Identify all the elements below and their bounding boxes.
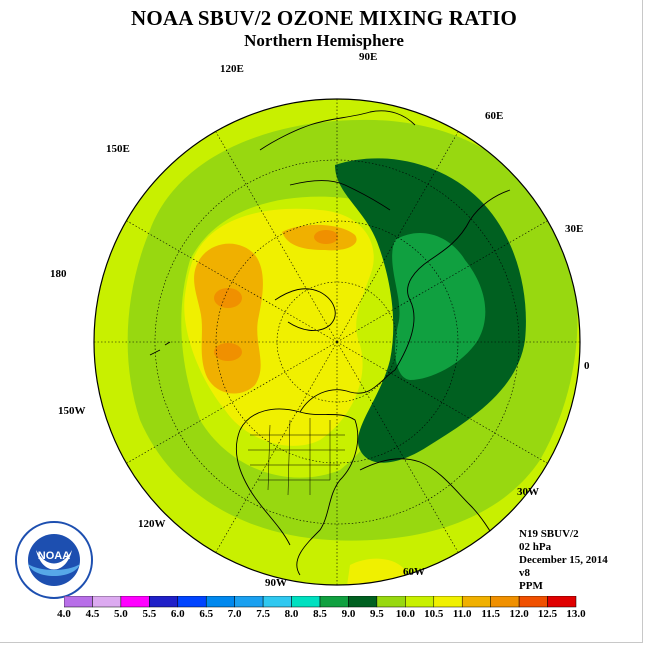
colorbar-tick-label: 9.5 [370, 608, 384, 620]
colorbar-swatch [319, 596, 349, 608]
lon-label-30e: 30E [565, 223, 584, 235]
lon-label-0: 0 [584, 360, 590, 372]
noaa-logo: NOAA [15, 521, 93, 599]
lon-label-180: 180 [50, 268, 67, 280]
colorbar-tick-label: 10.5 [424, 608, 444, 620]
map-border [93, 98, 581, 586]
lon-label-90e: 90E [359, 51, 378, 63]
colorbar-swatch [177, 596, 207, 608]
colorbar-tick-label: 10.0 [395, 608, 415, 620]
colorbar-swatch [64, 596, 93, 608]
colorbar-swatch [291, 596, 321, 608]
colorbar-tick-label: 7.5 [256, 608, 270, 620]
colorbar-tick-label: 13.0 [566, 608, 586, 620]
lon-label-120e: 120E [220, 63, 244, 75]
ozone-band-11-5 [214, 288, 242, 308]
lon-label-60e: 60E [485, 110, 504, 122]
page-title: NOAA SBUV/2 OZONE MIXING RATIO [131, 6, 517, 30]
colorbar-tick-label: 7.0 [227, 608, 242, 620]
colorbar-swatch [490, 596, 520, 608]
page-subtitle: Northern Hemisphere [244, 31, 404, 50]
coastlines [149, 110, 511, 576]
colorbar-swatch [262, 596, 292, 608]
colorbar-swatch [205, 596, 235, 608]
lon-label-120w: 120W [138, 518, 166, 530]
colorbar-swatch [405, 596, 435, 608]
colorbar-swatch [120, 596, 150, 608]
colorbar-tick-label: 8.0 [284, 608, 299, 620]
colorbar-swatch [433, 596, 463, 608]
colorbar-tick-label: 12.0 [509, 608, 529, 620]
lon-label-90w: 90W [265, 577, 287, 589]
lon-label-30w: 30W [517, 486, 539, 498]
colorbar-tick-label: 6.0 [170, 608, 185, 620]
colorbar-tick-label: 11.5 [481, 608, 500, 620]
colorbar-swatch [234, 596, 264, 608]
colorbar-tick-label: 9.0 [341, 608, 356, 620]
lon-label-150e: 150E [106, 143, 130, 155]
ozone-band-10-5-left [104, 186, 124, 214]
state-borders [248, 418, 345, 496]
ozone-band-11-0 [194, 243, 263, 394]
colorbar-swatch [547, 596, 577, 608]
colorbar-tick-label: 5.0 [114, 608, 128, 620]
colorbar-swatch [149, 596, 179, 608]
lon-label-60w: 60W [403, 566, 425, 578]
units: PPM [519, 580, 543, 592]
version: v8 [519, 567, 530, 579]
colorbar-tick-label: 12.5 [537, 608, 558, 620]
product-info: N19 SBUV/2 02 hPa December 15, 2014 v8 P… [519, 528, 608, 593]
colorbar-swatch [376, 596, 406, 608]
colorbar-tick-label: 4.5 [85, 608, 100, 620]
colorbar-swatch [348, 596, 378, 608]
noaa-logo-text: NOAA [38, 550, 70, 562]
date: December 15, 2014 [519, 554, 608, 566]
colorbar-tick-label: 4.0 [57, 608, 71, 620]
lon-label-150w: 150W [58, 405, 86, 417]
ozone-band-11-5-b [214, 343, 242, 361]
ozone-band-11-5-c [314, 230, 338, 244]
colorbar [64, 596, 577, 608]
satellite-instrument: N19 SBUV/2 [519, 528, 579, 540]
ozone-band-10-5-lower [345, 558, 405, 585]
colorbar-swatch [92, 596, 122, 608]
colorbar-swatch [461, 596, 491, 608]
colorbar-swatch [518, 596, 548, 608]
colorbar-tick-label: 11.0 [452, 608, 472, 620]
colorbar-tick-label: 6.5 [199, 608, 214, 620]
colorbar-tick-label: 8.5 [313, 608, 327, 620]
pressure-level: 02 hPa [519, 541, 552, 553]
colorbar-tick-label: 5.5 [142, 608, 157, 620]
